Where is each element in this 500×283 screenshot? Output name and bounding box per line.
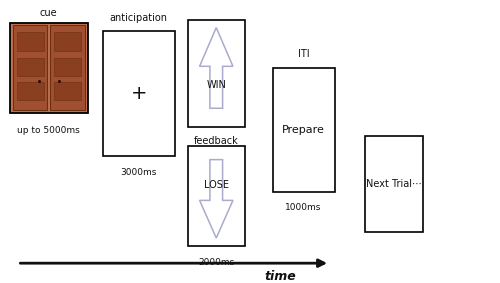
- Bar: [188, 146, 245, 246]
- Bar: [16, 82, 44, 100]
- Bar: [54, 58, 81, 76]
- Text: anticipation: anticipation: [110, 13, 168, 23]
- Text: Next Trial⋯: Next Trial⋯: [366, 179, 422, 189]
- Polygon shape: [200, 160, 233, 238]
- Bar: [16, 58, 44, 76]
- Text: WIN: WIN: [206, 80, 226, 90]
- Text: feedback: feedback: [194, 136, 238, 146]
- Text: +: +: [130, 84, 147, 103]
- Text: LOSE: LOSE: [204, 180, 229, 190]
- Bar: [54, 32, 81, 51]
- Text: Prepare: Prepare: [282, 125, 325, 135]
- Polygon shape: [200, 27, 233, 108]
- Text: time: time: [264, 270, 296, 283]
- Bar: [50, 25, 84, 110]
- Text: 1000ms: 1000ms: [286, 203, 322, 212]
- Text: up to 5000ms: up to 5000ms: [17, 126, 80, 135]
- Bar: [272, 68, 335, 192]
- Text: cue: cue: [40, 8, 58, 18]
- Text: 3000ms: 3000ms: [120, 168, 156, 177]
- Bar: [10, 23, 88, 113]
- Text: ITI: ITI: [298, 50, 310, 59]
- Bar: [188, 20, 245, 127]
- Bar: [365, 136, 422, 232]
- Bar: [10, 23, 88, 113]
- Bar: [16, 32, 44, 51]
- Bar: [13, 25, 47, 110]
- Text: 2000ms: 2000ms: [198, 258, 234, 267]
- Bar: [102, 31, 175, 156]
- Bar: [54, 82, 81, 100]
